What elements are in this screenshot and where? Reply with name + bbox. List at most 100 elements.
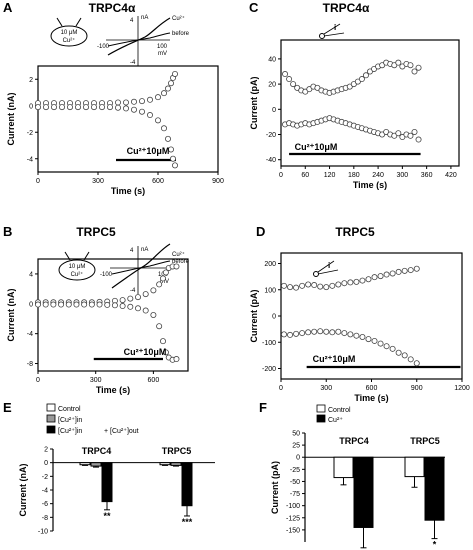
cell-label-line1: 10 μM — [61, 30, 78, 36]
y-tick-label: 0 — [296, 455, 300, 462]
panel-a: A TRPC4α 10 μM Cu²⁺ nA 4 -4 -100 100 mV … — [3, 0, 224, 196]
y-tick-label: -2 — [27, 130, 33, 137]
inward-current-point — [51, 104, 58, 111]
outward-current-point — [407, 267, 414, 274]
inset-x-tick-neg: -100 — [100, 272, 113, 278]
x-tick-label: 120 — [324, 172, 336, 179]
legend-swatch-cu-in — [46, 414, 56, 423]
outward-current-point — [287, 284, 294, 291]
probe-label: i — [334, 23, 336, 32]
y-axis-label: Current (nA) — [6, 93, 16, 146]
outward-current-point — [383, 271, 390, 278]
outward-current-point — [160, 90, 167, 97]
inward-current-point — [395, 349, 402, 356]
inward-current-point — [377, 340, 384, 347]
x-tick-label: 600 — [148, 377, 160, 384]
inset-x-unit: mV — [158, 51, 167, 57]
inward-current-point — [130, 106, 137, 113]
outward-current-point — [286, 76, 293, 83]
inward-current-point — [111, 302, 118, 309]
inward-current-point — [299, 330, 306, 337]
inward-current-point — [287, 331, 294, 338]
outward-current-point — [411, 68, 418, 75]
y-tick-label: 2 — [29, 77, 33, 84]
y-tick-label: 0 — [44, 460, 48, 467]
legend-label: [Cu²⁺]in — [58, 428, 82, 435]
panel-e-letter: E — [3, 400, 12, 415]
inward-current-point — [65, 301, 72, 308]
inward-current-point — [359, 333, 366, 340]
inward-current-point — [150, 311, 157, 318]
x-tick-label: 240 — [372, 172, 384, 179]
bar — [170, 462, 182, 466]
inward-current-point — [293, 330, 300, 337]
inward-current-point — [115, 104, 122, 111]
outward-current-point — [123, 99, 130, 106]
inward-current-point — [323, 328, 330, 335]
inward-current-point — [401, 352, 408, 359]
legend-swatch-cu — [316, 414, 326, 423]
y-tick-label: -8 — [42, 515, 48, 522]
outward-current-point — [371, 274, 378, 281]
inward-current-point — [173, 356, 180, 363]
inward-current-point — [383, 343, 390, 350]
outward-current-point — [395, 268, 402, 275]
inward-current-point — [365, 336, 372, 343]
inward-current-point — [134, 305, 141, 312]
y-tick-label: 50 — [292, 431, 300, 438]
bar — [353, 456, 374, 528]
inset-trace-label-cu: Cu²⁺ — [172, 15, 185, 22]
x-tick-label: 600 — [152, 178, 164, 185]
y-tick-label: 25 — [292, 443, 300, 450]
outward-current-point — [127, 295, 134, 302]
outward-current-point — [401, 267, 408, 274]
plot-b: 0 300 600 -8 -4 0 4 Time (s) Current (nA) — [6, 258, 189, 395]
x-tick-label: 600 — [366, 385, 378, 392]
inward-current-point — [58, 301, 65, 308]
outward-current-point — [323, 284, 330, 291]
inward-current-point — [160, 125, 167, 132]
outward-current-point — [335, 281, 342, 288]
y-tick-label: -40 — [266, 157, 276, 164]
bar — [404, 456, 425, 478]
legend-label: [Cu²⁺]in — [58, 417, 82, 424]
inward-current-point — [99, 104, 106, 111]
significance-label: ** — [360, 549, 368, 550]
x-tick-label: 900 — [411, 385, 423, 392]
bar — [79, 462, 91, 466]
y-tick-label: 0 — [272, 314, 276, 321]
inward-current-point — [142, 307, 149, 314]
outward-current-point — [142, 291, 149, 298]
x-tick-label: 0 — [36, 377, 40, 384]
inset-y-unit: nA — [141, 15, 148, 21]
inward-current-point — [341, 330, 348, 337]
y-tick-label: 0 — [29, 103, 33, 110]
inset-x-tick-neg: -100 — [97, 44, 110, 50]
outward-current-point — [359, 277, 366, 284]
inward-current-point — [73, 301, 80, 308]
outward-current-point — [150, 287, 157, 294]
inward-current-point — [67, 104, 74, 111]
y-tick-label: 200 — [264, 261, 276, 268]
inward-current-point — [123, 105, 130, 112]
inset-x-tick-pos: 100 — [158, 272, 169, 278]
outward-current-point — [358, 76, 365, 83]
drug-bar-label-a: Cu²⁺10μM — [127, 146, 170, 156]
inward-current-point — [171, 162, 178, 169]
plot-a: 0 300 600 900 -4 -2 0 2 Time (s) Current (nA) — [6, 65, 224, 196]
group-label: TRPC4 — [339, 436, 369, 446]
panel-c-title: TRPC4α — [323, 1, 370, 15]
outward-current-point — [146, 96, 153, 103]
cell-diagram-b: 10 μM Cu²⁺ — [58, 251, 96, 281]
inward-current-point — [353, 332, 360, 339]
inset-x-unit: mV — [160, 279, 169, 285]
outward-current-point — [341, 280, 348, 287]
inward-current-point — [347, 331, 354, 338]
inward-current-point — [311, 328, 318, 335]
drug-bar-label-b: Cu²⁺10μM — [124, 347, 167, 357]
y-tick-label: -75 — [290, 491, 300, 498]
outward-current-point — [415, 64, 422, 71]
y-tick-label: -150 — [286, 527, 300, 534]
x-axis-label: Time (s) — [96, 385, 130, 395]
panel-a-title: TRPC4α — [89, 1, 136, 15]
